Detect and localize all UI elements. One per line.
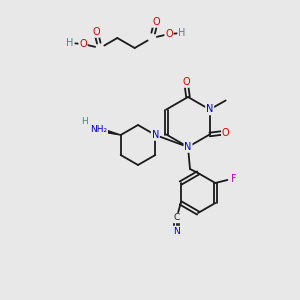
Text: C: C (174, 214, 180, 223)
Text: H: H (178, 28, 186, 38)
Text: N: N (184, 142, 192, 152)
Text: O: O (152, 17, 160, 27)
Text: N: N (173, 226, 180, 236)
Text: NH₂: NH₂ (90, 124, 107, 134)
Text: O: O (79, 39, 87, 49)
Text: O: O (92, 27, 100, 37)
Text: H: H (81, 116, 88, 125)
Text: N: N (152, 130, 159, 140)
Text: N: N (206, 104, 213, 115)
Text: O: O (182, 77, 190, 87)
Text: H: H (66, 38, 74, 48)
Text: F: F (230, 174, 236, 184)
Polygon shape (96, 127, 121, 135)
Text: O: O (222, 128, 230, 137)
Text: O: O (165, 29, 173, 39)
